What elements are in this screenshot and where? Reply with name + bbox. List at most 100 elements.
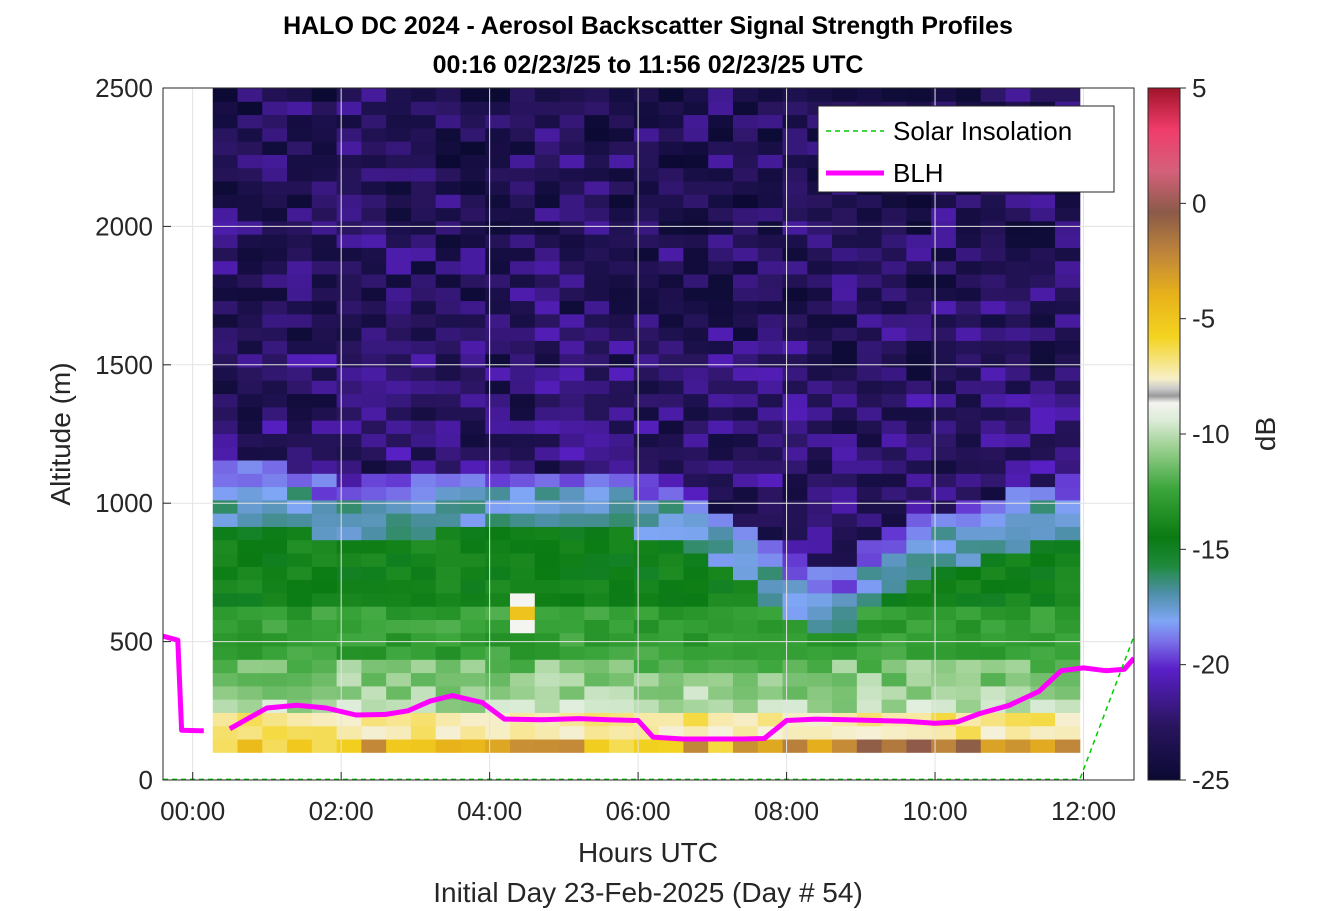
- heatmap-cell: [311, 406, 338, 421]
- heatmap-cell: [237, 606, 263, 620]
- heatmap-cell: [584, 513, 610, 527]
- heatmap-cell: [757, 473, 784, 488]
- heatmap-cell: [361, 367, 387, 381]
- heatmap-cell: [732, 685, 759, 700]
- heatmap-cell: [658, 247, 684, 262]
- heatmap-cell: [609, 433, 635, 448]
- heatmap-cell: [410, 592, 437, 607]
- heatmap-cell: [460, 632, 486, 647]
- heatmap-cell: [609, 260, 635, 275]
- heatmap-cell: [1055, 234, 1081, 248]
- blh-line: [163, 633, 204, 734]
- heatmap-cell: [237, 672, 263, 687]
- heatmap-cell: [336, 446, 362, 461]
- heatmap-cell: [386, 579, 412, 594]
- heatmap-cell: [609, 220, 635, 235]
- heatmap-cell: [683, 433, 709, 448]
- heatmap-cell: [311, 274, 338, 288]
- heatmap-cell: [336, 553, 362, 567]
- heatmap-cell: [584, 167, 610, 182]
- heatmap-cell: [633, 274, 660, 288]
- heatmap-cell: [931, 207, 957, 222]
- heatmap-cell: [980, 234, 1006, 248]
- heatmap-cell: [336, 353, 362, 368]
- heatmap-cell: [955, 380, 982, 395]
- heatmap-cell: [485, 101, 511, 116]
- heatmap-cell: [955, 313, 982, 328]
- heatmap-cell: [1055, 699, 1081, 713]
- heatmap-cell: [782, 553, 808, 567]
- heatmap-cell: [807, 685, 833, 700]
- heatmap-cell: [435, 632, 461, 647]
- heatmap-cell: [336, 499, 362, 514]
- heatmap-cell: [510, 367, 536, 381]
- heatmap-cell: [262, 194, 288, 209]
- heatmap-cell: [262, 619, 288, 634]
- heatmap-cell: [708, 725, 734, 740]
- heatmap-cell: [311, 220, 338, 235]
- heatmap-cell: [732, 260, 759, 275]
- heatmap-cell: [1055, 406, 1081, 421]
- heatmap-cell: [361, 659, 387, 674]
- heatmap-cell: [212, 274, 239, 288]
- heatmap-cell: [287, 646, 313, 660]
- heatmap-cell: [683, 327, 709, 341]
- heatmap-cell: [460, 646, 486, 660]
- heatmap-cell: [708, 127, 734, 142]
- colorbar: 50-5-10-15-20-25 dB: [1147, 73, 1281, 795]
- heatmap-cell: [212, 486, 239, 501]
- heatmap-cell: [435, 433, 461, 448]
- heatmap-cell: [559, 632, 585, 647]
- heatmap-cell: [1005, 420, 1031, 434]
- heatmap-cell: [311, 539, 338, 554]
- heatmap-cell: [212, 340, 239, 355]
- heatmap-cell: [955, 739, 982, 753]
- heatmap-cell: [807, 499, 833, 514]
- heatmap-cell: [658, 114, 684, 129]
- heatmap-cell: [1030, 406, 1056, 421]
- heatmap-cell: [510, 579, 536, 594]
- heatmap-cell: [832, 526, 858, 541]
- heatmap-cell: [584, 287, 610, 302]
- heatmap-cell: [534, 685, 561, 700]
- heatmap-cell: [336, 367, 362, 381]
- heatmap-cell: [287, 340, 313, 355]
- heatmap-cell: [1055, 340, 1081, 355]
- heatmap-cell: [386, 367, 412, 381]
- heatmap-cell: [534, 220, 561, 235]
- x-tick-label: 06:00: [606, 796, 671, 826]
- heatmap-cell: [609, 619, 635, 634]
- heatmap-cell: [980, 393, 1006, 408]
- heatmap-cell: [435, 181, 461, 195]
- heatmap-cell: [485, 114, 511, 129]
- heatmap-cell: [311, 486, 338, 501]
- heatmap-cell: [931, 619, 957, 634]
- heatmap-cell: [237, 327, 263, 341]
- heatmap-cell: [832, 659, 858, 674]
- heatmap-cell: [460, 526, 486, 541]
- heatmap-cell: [510, 659, 536, 674]
- heatmap-cell: [633, 247, 660, 262]
- heatmap-cell: [980, 566, 1006, 581]
- heatmap-cell: [262, 207, 288, 222]
- heatmap-cell: [683, 699, 709, 713]
- heatmap-cell: [856, 619, 883, 634]
- heatmap-cell: [237, 353, 263, 368]
- heatmap-cell: [510, 101, 536, 116]
- heatmap-cell: [1005, 327, 1031, 341]
- heatmap-cell: [361, 380, 387, 395]
- heatmap-cell: [386, 380, 412, 395]
- heatmap-cell: [658, 539, 684, 554]
- heatmap-cell: [980, 725, 1006, 740]
- heatmap-cell: [633, 592, 660, 607]
- heatmap-cell: [361, 579, 387, 594]
- heatmap-cell: [832, 194, 858, 209]
- heatmap-cell: [386, 127, 412, 142]
- heatmap-cell: [807, 327, 833, 341]
- heatmap-cell: [510, 327, 536, 341]
- heatmap-cell: [262, 114, 288, 129]
- heatmap-cell: [881, 393, 907, 408]
- heatmap-cell: [609, 579, 635, 594]
- heatmap-cell: [361, 406, 387, 421]
